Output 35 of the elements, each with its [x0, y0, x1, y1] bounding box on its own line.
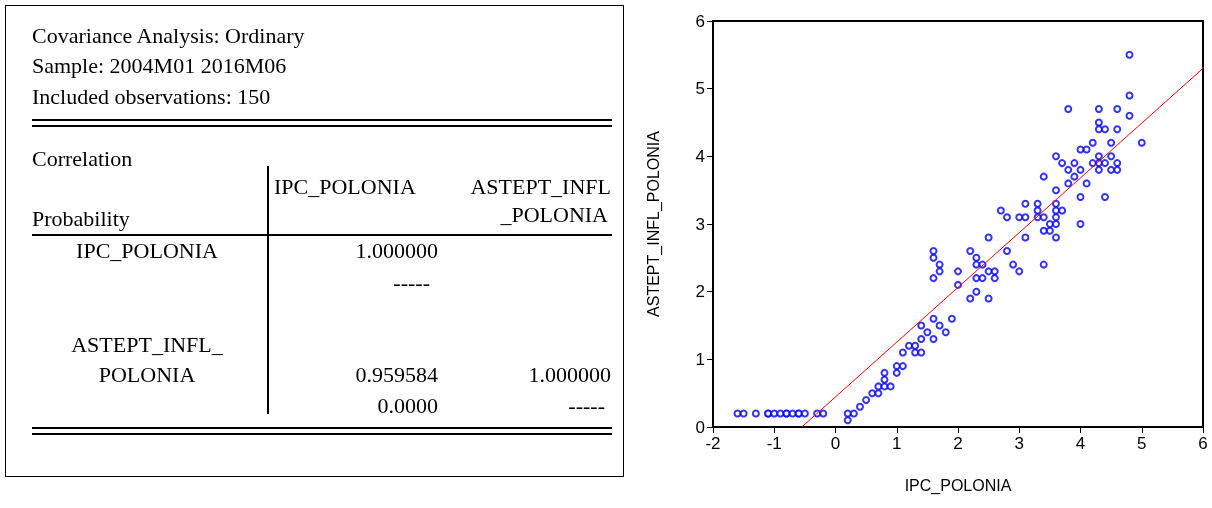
text: Covariance Analysis: Ordinary [32, 23, 305, 49]
text: Correlation [32, 146, 133, 172]
text: Sample: 2004M01 2016M06 [32, 53, 287, 79]
text: 0.0000 [377, 393, 438, 419]
text: ----- [568, 393, 605, 419]
y-tick-label: 6 [695, 11, 705, 31]
text: POLONIA [98, 362, 196, 388]
y-axis-title: ASTEPT_INFL_POLONIA [644, 130, 663, 317]
x-tick-label: 1 [892, 434, 902, 453]
text: 0.959584 [355, 362, 438, 388]
text: 1.000000 [528, 362, 611, 388]
text: IPC_POLONIA [274, 174, 416, 200]
x-tick-label: 6 [1198, 434, 1208, 453]
text: Included observations: 150 [32, 84, 271, 110]
text: ----- [393, 270, 430, 296]
x-tick-label: 5 [1137, 434, 1147, 453]
x-tick-label: -2 [705, 434, 721, 453]
text: 1.000000 [355, 238, 438, 264]
x-tick-label: 4 [1075, 434, 1086, 453]
y-tick-label: 5 [695, 79, 705, 99]
x-tick-label: 0 [830, 434, 841, 453]
text: ASTEPT_INFL_ [71, 332, 223, 358]
text: _POLONIA [500, 202, 608, 228]
y-tick-label: 3 [695, 214, 705, 234]
x-tick-label: 3 [1014, 434, 1024, 453]
x-axis-title: IPC_POLONIA [904, 476, 1012, 495]
y-tick-label: 1 [695, 349, 705, 369]
text: ASTEPT_INFL [470, 174, 611, 200]
x-tick-label: -1 [766, 434, 782, 453]
y-tick-label: 2 [695, 282, 705, 302]
x-tick-label: 2 [953, 434, 963, 453]
text: IPC_POLONIA [76, 238, 218, 264]
y-tick-label: 4 [695, 146, 705, 166]
text: Probability [32, 206, 130, 232]
y-tick-label: 0 [695, 417, 705, 437]
